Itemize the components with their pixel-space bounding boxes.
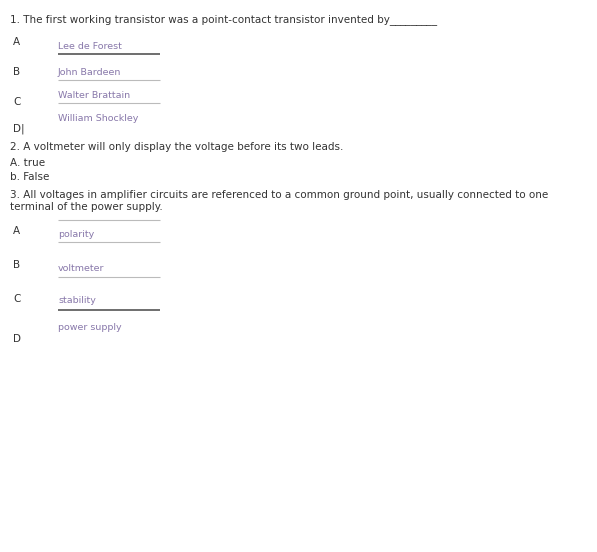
Text: William Shockley: William Shockley: [58, 114, 139, 123]
Text: B: B: [13, 260, 20, 270]
Text: Lee de Forest: Lee de Forest: [58, 42, 122, 51]
Text: A: A: [13, 226, 20, 236]
Text: B: B: [13, 67, 20, 77]
Text: power supply: power supply: [58, 323, 122, 332]
Text: 2. A voltmeter will only display the voltage before its two leads.: 2. A voltmeter will only display the vol…: [10, 142, 343, 152]
Text: D: D: [13, 334, 21, 344]
Text: 1. The first working transistor was a point-contact transistor invented by______: 1. The first working transistor was a po…: [10, 14, 437, 25]
Text: b. False: b. False: [10, 172, 50, 182]
Text: A. true: A. true: [10, 158, 45, 168]
Text: A: A: [13, 37, 20, 47]
Text: stability: stability: [58, 296, 96, 305]
Text: D|: D|: [13, 124, 24, 135]
Text: C: C: [13, 97, 20, 107]
Text: John Bardeen: John Bardeen: [58, 68, 121, 77]
Text: voltmeter: voltmeter: [58, 264, 104, 273]
Text: Walter Brattain: Walter Brattain: [58, 91, 130, 100]
Text: polarity: polarity: [58, 230, 94, 239]
Text: C: C: [13, 294, 20, 304]
Text: 3. All voltages in amplifier circuits are referenced to a common ground point, u: 3. All voltages in amplifier circuits ar…: [10, 190, 548, 211]
